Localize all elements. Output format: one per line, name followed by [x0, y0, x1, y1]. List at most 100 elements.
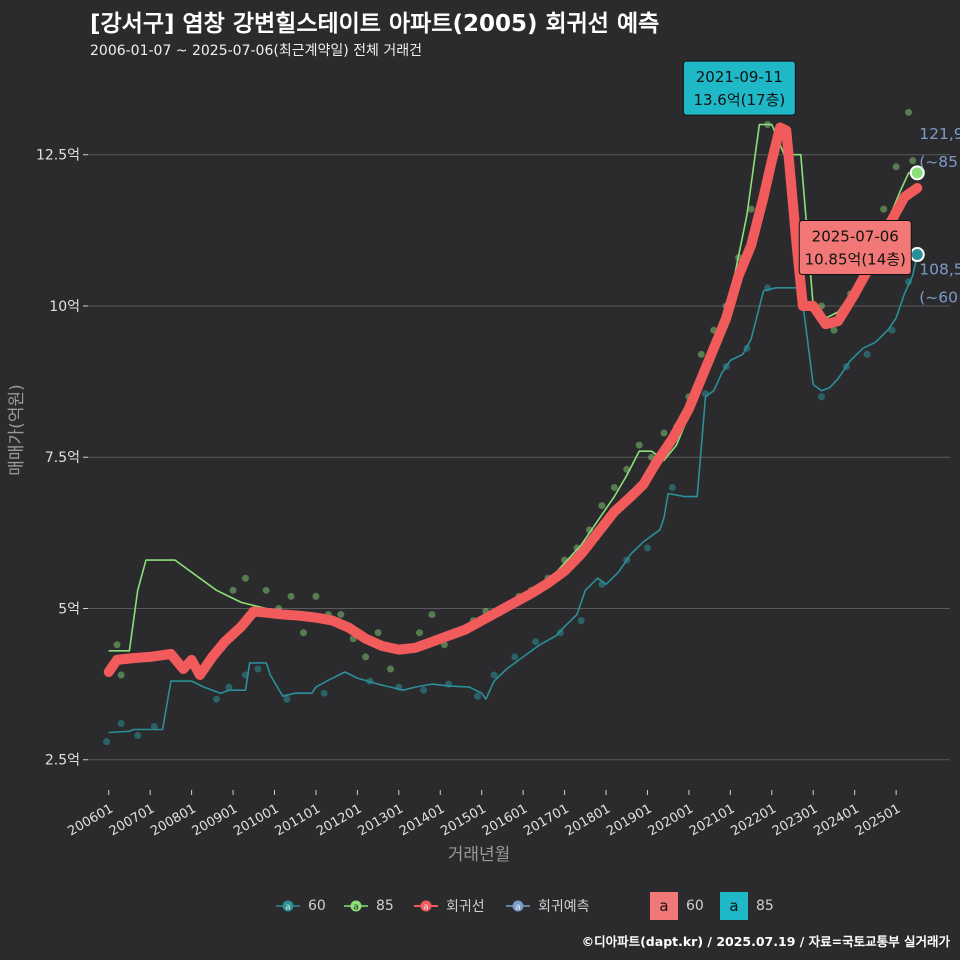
legend-item-regression: a 회귀선	[414, 892, 485, 920]
scatter-point-60	[283, 695, 291, 703]
scatter-point-85	[598, 502, 606, 510]
annotation-price: 10.85억(14층)	[805, 251, 906, 269]
x-tick-label: 200601	[65, 801, 115, 839]
legend-item-60: a 60	[276, 892, 326, 920]
x-tick-label: 201401	[397, 801, 447, 839]
x-tick-label: 200901	[190, 801, 240, 839]
scatter-point-60	[117, 719, 125, 727]
scatter-point-60	[668, 483, 676, 491]
scatter-point-60	[490, 671, 498, 679]
x-tick-label: 201201	[314, 801, 364, 839]
annotation-date: 2025-07-06	[812, 228, 899, 246]
scatter-point-85	[697, 350, 705, 358]
scatter-point-60	[103, 738, 111, 746]
scatter-point-60	[474, 692, 482, 700]
endpoint-value-label: 121,955	[919, 125, 960, 143]
svg-text:a: a	[423, 903, 429, 913]
series-line-60	[108, 254, 919, 734]
y-tick-label: 5억	[58, 601, 80, 617]
endpoint-area-label: (~85㎡)	[919, 153, 960, 171]
y-tick-label: 2.5억	[45, 753, 80, 769]
scatter-point-85	[892, 163, 900, 171]
legend-label-60: 60	[308, 898, 326, 914]
x-tick-label: 201801	[563, 801, 613, 839]
legend-swatch-forecast-icon: a	[506, 900, 530, 913]
scatter-point-85	[300, 629, 307, 637]
scatter-point-85	[337, 611, 345, 619]
scatter-point-60	[818, 393, 826, 401]
x-tick-label: 200701	[107, 801, 157, 839]
x-axis-label: 거래년월	[448, 845, 511, 865]
annotation-box	[798, 220, 912, 276]
legend-box-85: a 85	[720, 892, 774, 920]
x-tick-label: 200801	[148, 801, 198, 839]
x-tick-label: 201101	[273, 801, 323, 839]
annotation-price: 13.6억(17층)	[693, 91, 785, 109]
scatter-point-85	[660, 429, 668, 437]
chart-title: [강서구] 염창 강변힐스테이트 아파트(2005) 회귀선 예측	[90, 11, 660, 37]
endpoint-marker-1	[909, 247, 925, 263]
legend-item-forecast: a 회귀예측	[506, 892, 590, 920]
endpoint-value-label: 108,500	[919, 261, 960, 279]
scatter-point-60	[320, 689, 328, 697]
annotation-box	[682, 60, 796, 116]
scatter-point-60	[254, 665, 262, 673]
x-tick-label: 201901	[604, 801, 654, 839]
x-tick-label: 202001	[646, 801, 696, 839]
scatter-point-85	[880, 205, 888, 213]
scatter-point-60	[863, 350, 871, 358]
legend-box-60: a 60	[650, 892, 704, 920]
svg-text:a: a	[353, 903, 359, 913]
scatter-point-85	[747, 205, 755, 213]
scatter-point-85	[287, 592, 295, 600]
scatter-point-85	[262, 586, 270, 594]
x-tick-label: 201701	[521, 801, 571, 839]
x-tick-label: 202501	[853, 801, 903, 839]
scatter-point-60	[577, 617, 585, 625]
endpoint-area-label: (~60㎡)	[919, 289, 960, 307]
scatter-point-85	[635, 441, 643, 449]
scatter-point-85	[113, 641, 121, 649]
scatter-point-85	[312, 592, 320, 600]
scatter-point-60	[532, 638, 540, 646]
legend-swatch-regression-icon: a	[414, 900, 438, 913]
scatter-point-60	[643, 544, 651, 552]
scatter-point-85	[229, 586, 237, 594]
chart-subtitle: 2006-01-07 ~ 2025-07-06(최근계약일) 전체 거래건	[90, 43, 422, 59]
y-tick-label: 7.5억	[45, 450, 80, 466]
legend-box-60-label: 60	[686, 898, 704, 914]
legend-box-85-swatch: a	[720, 892, 748, 920]
x-tick-label: 201001	[231, 801, 281, 839]
legend-item-85: a 85	[344, 892, 394, 920]
scatter-point-60	[888, 326, 896, 334]
scatter-point-60	[556, 629, 564, 637]
y-tick-label: 12.5억	[36, 148, 80, 164]
legend-label-forecast: 회귀예측	[538, 899, 590, 915]
y-tick-label: 10억	[49, 299, 80, 315]
legend-box-85-label: 85	[756, 898, 774, 914]
annotation-date: 2021-09-11	[696, 68, 783, 86]
scatter-point-60	[225, 683, 233, 691]
endpoint-marker-0	[909, 165, 925, 181]
svg-text:a: a	[285, 903, 291, 913]
x-tick-label: 202201	[729, 801, 779, 839]
scatter-point-85	[610, 483, 618, 491]
scatter-point-85	[362, 653, 370, 661]
scatter-point-60	[134, 732, 142, 740]
scatter-point-60	[511, 653, 519, 661]
svg-text:a: a	[515, 903, 521, 913]
scatter-point-85	[428, 611, 436, 619]
scatter-point-85	[117, 671, 125, 679]
x-tick-label: 202401	[811, 801, 861, 839]
x-tick-label: 202101	[687, 801, 737, 839]
source-credit: ©디아파트(dapt.kr) / 2025.07.19 / 자료=국토교통부 실…	[581, 934, 950, 949]
scatter-point-85	[830, 326, 838, 334]
scatter-point-60	[420, 686, 428, 694]
legend-swatch-60-icon: a	[276, 900, 300, 913]
legend-label-regression: 회귀선	[446, 899, 485, 915]
x-tick-label: 201301	[356, 801, 406, 839]
scatter-point-85	[416, 629, 424, 637]
legend-swatch-85-icon: a	[344, 900, 368, 913]
regression-line	[103, 122, 923, 680]
